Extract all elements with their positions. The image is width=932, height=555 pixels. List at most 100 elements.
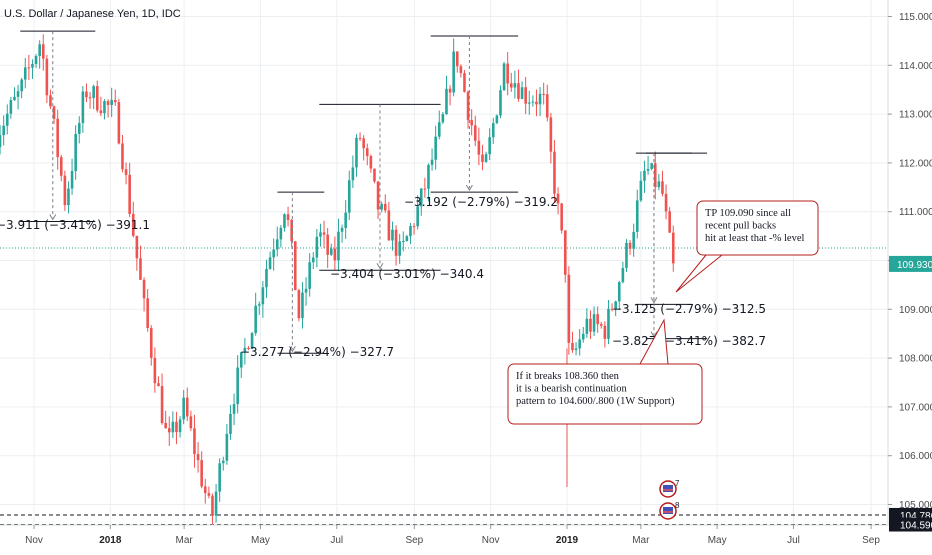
event-badge[interactable]: 8 [659, 501, 680, 520]
candle-body[interactable] [643, 170, 646, 181]
candle-body[interactable] [488, 137, 491, 155]
candle-body[interactable] [427, 164, 430, 189]
annotation-callout[interactable]: TP 109.090 since all recent pull backshit… [675, 200, 819, 293]
candle-body[interactable] [304, 288, 308, 293]
candle-body[interactable] [23, 67, 27, 80]
candle-body[interactable] [56, 118, 59, 158]
candle-body[interactable] [110, 99, 113, 105]
candle-body[interactable] [261, 287, 265, 305]
candle-body[interactable] [470, 120, 473, 126]
candle-body[interactable] [592, 314, 596, 332]
candle-body[interactable] [664, 193, 668, 212]
candle-body[interactable] [106, 101, 110, 105]
candle-body[interactable] [200, 460, 203, 487]
candle-body[interactable] [563, 230, 567, 275]
candle-body[interactable] [85, 91, 88, 98]
candle-body[interactable] [621, 267, 625, 283]
candle-body[interactable] [337, 231, 340, 261]
candle-body[interactable] [27, 67, 31, 69]
event-badges[interactable]: 78 [659, 479, 680, 520]
candle-body[interactable] [319, 232, 322, 237]
candle-body[interactable] [419, 188, 423, 207]
candle-body[interactable] [88, 97, 92, 99]
candle-body[interactable] [149, 328, 153, 358]
candle-body[interactable] [628, 242, 632, 249]
candle-body[interactable] [567, 274, 571, 343]
candle-body[interactable] [596, 314, 599, 325]
candle-body[interactable] [171, 421, 175, 433]
pullback-measure[interactable]: −3.277 (−2.94%) −327.7 [240, 191, 394, 359]
candle-body[interactable] [617, 282, 621, 302]
candle-body[interactable] [351, 167, 355, 181]
candle-body[interactable] [463, 73, 466, 92]
candle-body[interactable] [524, 87, 527, 104]
candle-body[interactable] [77, 123, 81, 134]
candle-body[interactable] [157, 383, 160, 387]
candle-body[interactable] [275, 239, 279, 250]
candle-body[interactable] [481, 154, 484, 162]
candle-body[interactable] [668, 211, 671, 233]
candle-body[interactable] [610, 308, 614, 310]
candle-body[interactable] [218, 463, 221, 492]
candle-body[interactable] [347, 180, 351, 213]
candle-body[interactable] [398, 241, 401, 256]
candle-body[interactable] [268, 257, 272, 269]
candle-body[interactable] [5, 113, 9, 126]
candle-body[interactable] [373, 168, 376, 182]
candle-body[interactable] [326, 234, 329, 255]
candle-body[interactable] [135, 235, 139, 259]
candle-body[interactable] [535, 101, 538, 105]
candle-body[interactable] [405, 236, 409, 242]
candle-body[interactable] [437, 122, 441, 137]
candle-body[interactable] [473, 125, 477, 141]
candle-body[interactable] [391, 229, 394, 241]
candle-body[interactable] [196, 454, 200, 461]
candle-body[interactable] [283, 214, 286, 228]
candle-body[interactable] [9, 100, 13, 114]
candle-body[interactable] [322, 232, 326, 235]
candle-body[interactable] [506, 63, 509, 84]
candle-body[interactable] [585, 318, 589, 334]
candle-body[interactable] [639, 180, 643, 201]
candle-body[interactable] [434, 136, 437, 160]
candle-body[interactable] [95, 86, 99, 111]
candle-body[interactable] [247, 347, 250, 350]
candle-body[interactable] [243, 347, 247, 353]
candle-body[interactable] [632, 231, 635, 249]
candle-body[interactable] [167, 428, 171, 433]
candle-body[interactable] [211, 495, 214, 516]
candle-body[interactable] [265, 268, 268, 288]
candle-body[interactable] [499, 90, 502, 116]
candle-body[interactable] [207, 493, 211, 496]
candle-body[interactable] [329, 248, 333, 255]
candle-body[interactable] [520, 87, 524, 99]
candle-body[interactable] [193, 428, 196, 455]
time-axis[interactable]: Nov 2018 Mar May Jul Sep Nov 2019 Mar May Jul Sep [25, 525, 880, 546]
candle-body[interactable] [661, 181, 664, 194]
candle-body[interactable] [59, 157, 63, 176]
candle-body[interactable] [254, 305, 257, 334]
candle-body[interactable] [502, 63, 506, 91]
candle-body[interactable] [646, 168, 650, 171]
candle-body[interactable] [448, 88, 452, 93]
candle-body[interactable] [13, 96, 16, 101]
candle-body[interactable] [542, 93, 545, 95]
candle-body[interactable] [178, 419, 182, 433]
candle-body[interactable] [225, 433, 229, 461]
candle-body[interactable] [603, 325, 607, 339]
candle-body[interactable] [333, 248, 337, 261]
candle-body[interactable] [340, 227, 344, 232]
candle-body[interactable] [81, 91, 85, 124]
event-badge[interactable]: 7 [659, 479, 680, 498]
candle-body[interactable] [560, 203, 563, 231]
candle-body[interactable] [599, 324, 603, 326]
candle-body[interactable] [63, 175, 67, 206]
candle-body[interactable] [491, 123, 495, 138]
candle-body[interactable] [20, 79, 23, 92]
candle-body[interactable] [383, 203, 387, 211]
candle-body[interactable] [103, 101, 106, 114]
candle-body[interactable] [513, 83, 517, 88]
candle-body[interactable] [92, 86, 95, 98]
candle-body[interactable] [293, 241, 297, 291]
